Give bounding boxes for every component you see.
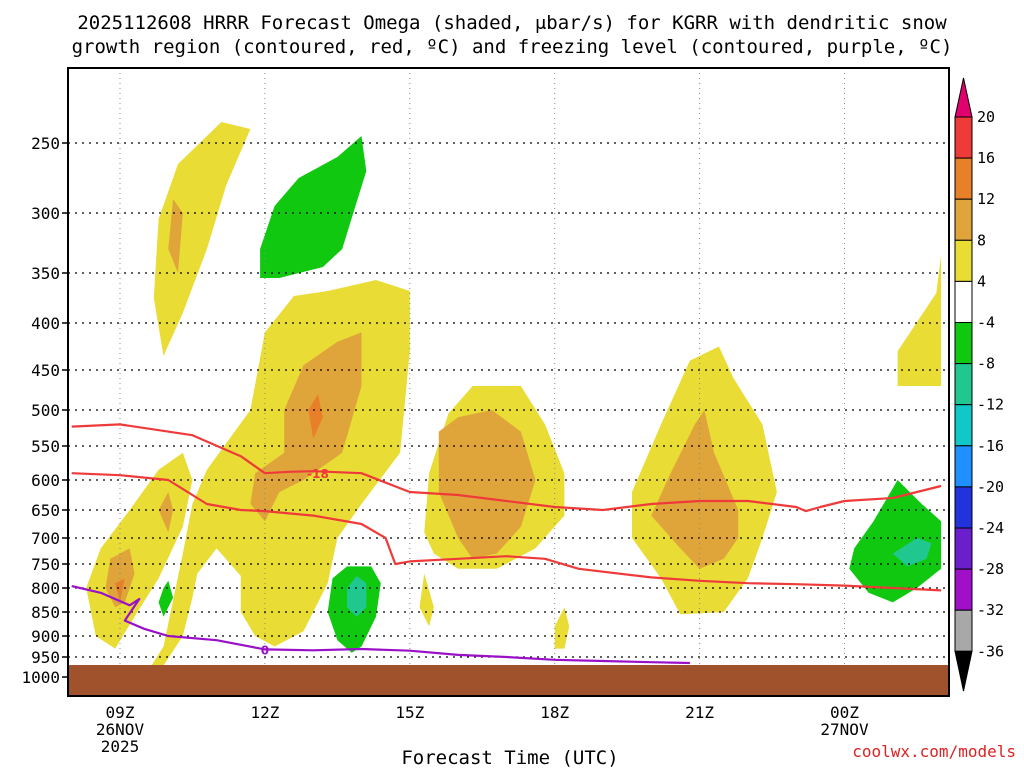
chart-title-line-2: growth region (contoured, red, ºC) and f… (71, 36, 953, 58)
contour-freezing-level (71, 585, 690, 665)
credit-link[interactable]: coolwx.com/models (852, 742, 1016, 761)
colorbar: 20 16 12 8 4 -4 -8 -12 -16 -20 -24 -28 -32 -36 (954, 77, 1004, 692)
y-tick-650: 650 (31, 501, 60, 520)
x-tick-9-line-2: 2025 (101, 737, 140, 756)
omega-region-neg1-16 (260, 136, 367, 278)
colorbar-bottom-arrow (954, 650, 973, 692)
y-tick-500: 500 (31, 401, 60, 420)
colorbar-swatch-3 (954, 239, 973, 282)
colorbar-tick--28: -28 (977, 560, 1004, 578)
x-tick-12-line-0: 12Z (250, 703, 279, 722)
y-tick-950: 950 (31, 648, 60, 667)
colorbar-tick--36: -36 (977, 642, 1004, 660)
x-tick-9-line-1: 26NOV (96, 720, 145, 739)
omega-region-light-5 (897, 255, 942, 386)
ground-fill (68, 665, 949, 696)
y-tick-850: 850 (31, 603, 60, 622)
colorbar-swatch-6 (954, 363, 973, 406)
colorbar-tick--8: -8 (977, 355, 995, 373)
colorbar-swatch-1 (954, 157, 973, 200)
omega-region-neg1-19 (849, 480, 942, 603)
colorbar-tick--20: -20 (977, 478, 1004, 496)
y-tick-250: 250 (31, 134, 60, 153)
dgz-contour-label: -18 (307, 467, 329, 481)
colorbar-swatch-0 (954, 116, 973, 159)
contour-labels: -18 0 (261, 467, 329, 657)
colorbar-swatch-4 (954, 280, 973, 323)
omega-region-mid-9 (438, 410, 536, 559)
y-tick-800: 800 (31, 579, 60, 598)
omega-region-mid-10 (651, 410, 739, 569)
omega-region-high-15 (115, 578, 125, 603)
plot-frame (67, 67, 950, 697)
y-tick-750: 750 (31, 555, 60, 574)
colorbar-swatch-5 (954, 322, 973, 365)
y-tick-400: 400 (31, 314, 60, 333)
colorbar-swatch-9 (954, 486, 973, 529)
colorbar-tick--4: -4 (977, 314, 995, 332)
ground-layer (68, 665, 949, 696)
colorbar-tick-20: 20 (977, 108, 995, 126)
y-tick-300: 300 (31, 204, 60, 223)
colorbar-top-arrow (954, 77, 973, 118)
colorbar-tick--32: -32 (977, 601, 1004, 619)
x-axis-label: Forecast Time (UTC) (401, 747, 618, 768)
x-tick-24-line-0: 00Z (830, 703, 859, 722)
y-tick-700: 700 (31, 529, 60, 548)
colorbar-tick--12: -12 (977, 396, 1004, 414)
freezing-contour-label: 0 (261, 643, 269, 657)
temperature-contours (71, 423, 942, 665)
omega-region-mid-11 (105, 548, 135, 608)
y-tick-900: 900 (31, 627, 60, 646)
y-tick-350: 350 (31, 264, 60, 283)
omega-region-high-14 (308, 394, 323, 439)
omega-shading (86, 122, 942, 677)
omega-region-neg2-21 (892, 538, 932, 567)
colorbar-tick-4: 4 (977, 272, 986, 290)
y-tick-1000: 1000 (21, 668, 60, 687)
omega-region-light-6 (419, 573, 434, 627)
colorbar-swatch-7 (954, 404, 973, 447)
colorbar-tick--24: -24 (977, 519, 1004, 537)
y-axis: 250 300 350 400 450 500 550 600 650 700 750 800 850 9… (21, 134, 68, 687)
colorbar-swatch-8 (954, 445, 973, 488)
omega-region-light-7 (554, 607, 570, 649)
y-tick-450: 450 (31, 361, 60, 380)
colorbar-tick-12: 12 (977, 190, 995, 208)
y-tick-600: 600 (31, 471, 60, 490)
colorbar-swatch-2 (954, 198, 973, 241)
y-tick-550: 550 (31, 437, 60, 456)
x-tick-15-line-0: 15Z (395, 703, 424, 722)
x-tick-24-line-1: 27NOV (820, 720, 869, 739)
chart-title-line-1: 2025112608 HRRR Forecast Omega (shaded, … (77, 12, 947, 34)
omega-region-light-4 (153, 122, 251, 356)
omega-region-neg2-20 (347, 576, 367, 617)
omega-region-mid-8 (250, 332, 362, 522)
contour-dgz-upper (71, 423, 942, 513)
colorbar-swatch-10 (954, 527, 973, 570)
colorbar-tick-16: 16 (977, 149, 995, 167)
omega-region-neg1-18 (158, 580, 174, 617)
colorbar-tick--16: -16 (977, 437, 1004, 455)
colorbar-tick-8: 8 (977, 231, 986, 249)
colorbar-swatch-11 (954, 568, 973, 611)
colorbar-swatch-12 (954, 609, 973, 652)
x-tick-18-line-0: 18Z (540, 703, 569, 722)
contour-dgz-lower (71, 472, 942, 592)
x-tick-21-line-0: 21Z (685, 703, 714, 722)
x-tick-9-line-0: 09Z (106, 703, 135, 722)
omega-region-mid-12 (158, 492, 174, 533)
omega-region-mid-13 (168, 199, 183, 273)
